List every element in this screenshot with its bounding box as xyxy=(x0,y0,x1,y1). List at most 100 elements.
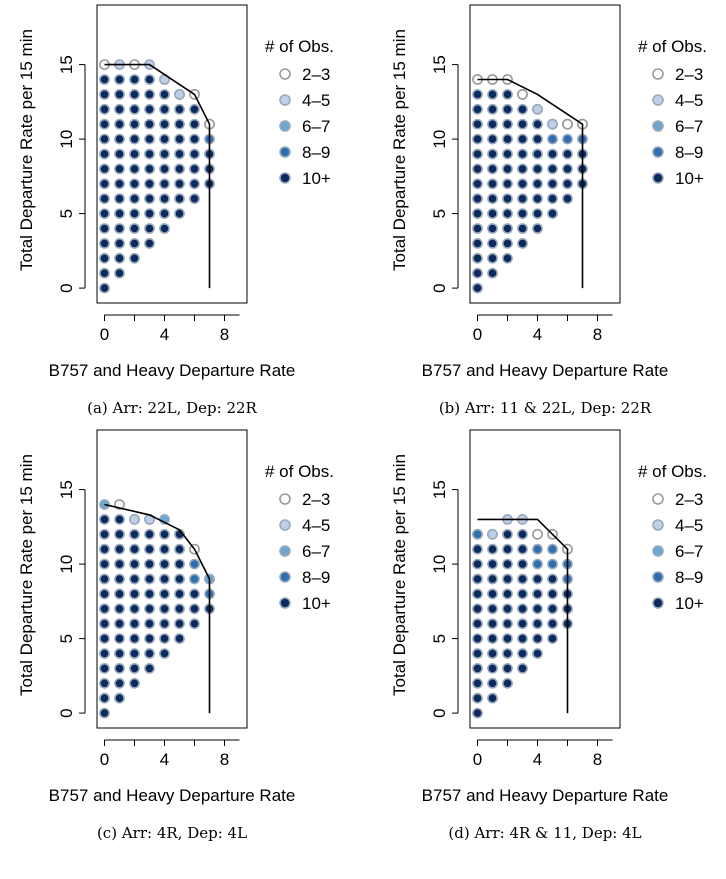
data-point xyxy=(532,603,543,615)
data-point xyxy=(517,237,528,249)
data-point xyxy=(114,573,125,585)
data-point xyxy=(114,267,125,279)
y-tick-label: 0 xyxy=(430,283,449,292)
capacity-envelope-line xyxy=(104,503,211,714)
data-point xyxy=(502,208,513,219)
data-point xyxy=(532,103,543,115)
data-point xyxy=(99,662,110,674)
data-point xyxy=(174,618,185,630)
data-point xyxy=(99,148,110,160)
data-point xyxy=(547,118,558,130)
data-point xyxy=(502,89,513,100)
data-point xyxy=(517,133,528,145)
data-point xyxy=(129,237,140,249)
x-axis-label: B757 and Heavy Departure Rate xyxy=(49,361,296,380)
x-tick-label: 0 xyxy=(473,750,482,769)
data-point xyxy=(562,178,573,190)
data-point xyxy=(99,237,110,249)
data-point xyxy=(502,103,513,115)
data-point xyxy=(472,252,483,264)
y-tick-label: 0 xyxy=(430,708,449,717)
legend-label: 4–5 xyxy=(302,91,330,110)
panel-2: 0 4 8 0 5 10 15 B757 and Heavy Departure Rate To… xyxy=(17,429,334,842)
x-tick-label: 4 xyxy=(533,750,542,769)
data-point xyxy=(159,89,170,100)
x-tick-label: 4 xyxy=(160,325,169,344)
data-point xyxy=(532,118,543,130)
data-point xyxy=(144,178,155,190)
data-point xyxy=(532,528,543,540)
data-point xyxy=(99,692,110,704)
data-point xyxy=(189,603,200,615)
legend-label: 8–9 xyxy=(302,143,330,162)
legend-marker xyxy=(279,120,291,132)
x-tick-label: 0 xyxy=(473,325,482,344)
data-point xyxy=(129,573,140,585)
y-tick-label: 15 xyxy=(57,55,76,74)
data-point xyxy=(547,543,558,555)
data-point xyxy=(472,603,483,615)
data-point xyxy=(189,133,200,145)
legend-marker xyxy=(279,94,291,106)
data-point xyxy=(517,193,528,205)
data-point xyxy=(159,588,170,600)
x-tick-label: 8 xyxy=(220,325,229,344)
y-axis-label: Total Departure Rate per 15 min xyxy=(390,29,409,271)
data-point xyxy=(129,648,140,659)
data-point xyxy=(562,148,573,160)
data-point xyxy=(144,74,155,85)
data-point xyxy=(472,677,483,689)
data-point xyxy=(159,223,170,234)
data-point xyxy=(517,163,528,175)
data-point xyxy=(114,178,125,190)
data-point xyxy=(487,558,498,570)
data-point xyxy=(472,237,483,249)
data-point xyxy=(487,603,498,615)
data-point xyxy=(159,163,170,175)
legend-label: 10+ xyxy=(675,594,704,613)
data-point xyxy=(472,103,483,115)
data-point xyxy=(129,133,140,145)
data-point xyxy=(532,648,543,659)
data-point xyxy=(487,237,498,249)
data-point xyxy=(487,223,498,234)
data-point xyxy=(159,118,170,130)
data-point xyxy=(517,148,528,160)
x-tick-label: 0 xyxy=(100,750,109,769)
y-tick-label: 15 xyxy=(430,480,449,499)
data-point xyxy=(532,618,543,630)
data-point xyxy=(472,267,483,279)
legend: # of Obs. 2–3 4–5 6–7 8–9 10+ xyxy=(638,462,707,613)
data-point xyxy=(487,573,498,585)
legend-marker xyxy=(652,146,664,158)
data-point xyxy=(114,662,125,674)
data-point xyxy=(517,118,528,130)
data-point xyxy=(472,223,483,234)
panel-1: 0 4 8 0 5 10 15 B757 and Heavy Departure Rate To… xyxy=(390,4,707,417)
data-point xyxy=(129,178,140,190)
x-tick-label: 8 xyxy=(220,750,229,769)
data-point xyxy=(99,133,110,145)
data-point xyxy=(487,148,498,160)
data-point xyxy=(502,252,513,264)
data-point xyxy=(114,618,125,630)
legend-title: # of Obs. xyxy=(638,462,707,481)
data-point xyxy=(547,148,558,160)
data-point xyxy=(189,103,200,115)
data-point xyxy=(174,208,185,219)
plot-frame xyxy=(469,429,621,729)
data-point xyxy=(502,528,513,540)
data-point xyxy=(174,163,185,175)
legend: # of Obs. 2–3 4–5 6–7 8–9 10+ xyxy=(638,37,707,188)
data-point xyxy=(487,133,498,145)
data-point xyxy=(547,178,558,190)
legend-label: 6–7 xyxy=(302,542,330,561)
data-point xyxy=(547,633,558,644)
data-point xyxy=(487,618,498,630)
data-point xyxy=(174,193,185,205)
data-point xyxy=(472,148,483,160)
data-point xyxy=(144,223,155,234)
legend-label: 4–5 xyxy=(302,516,330,535)
data-point xyxy=(99,514,110,525)
data-point xyxy=(114,118,125,130)
